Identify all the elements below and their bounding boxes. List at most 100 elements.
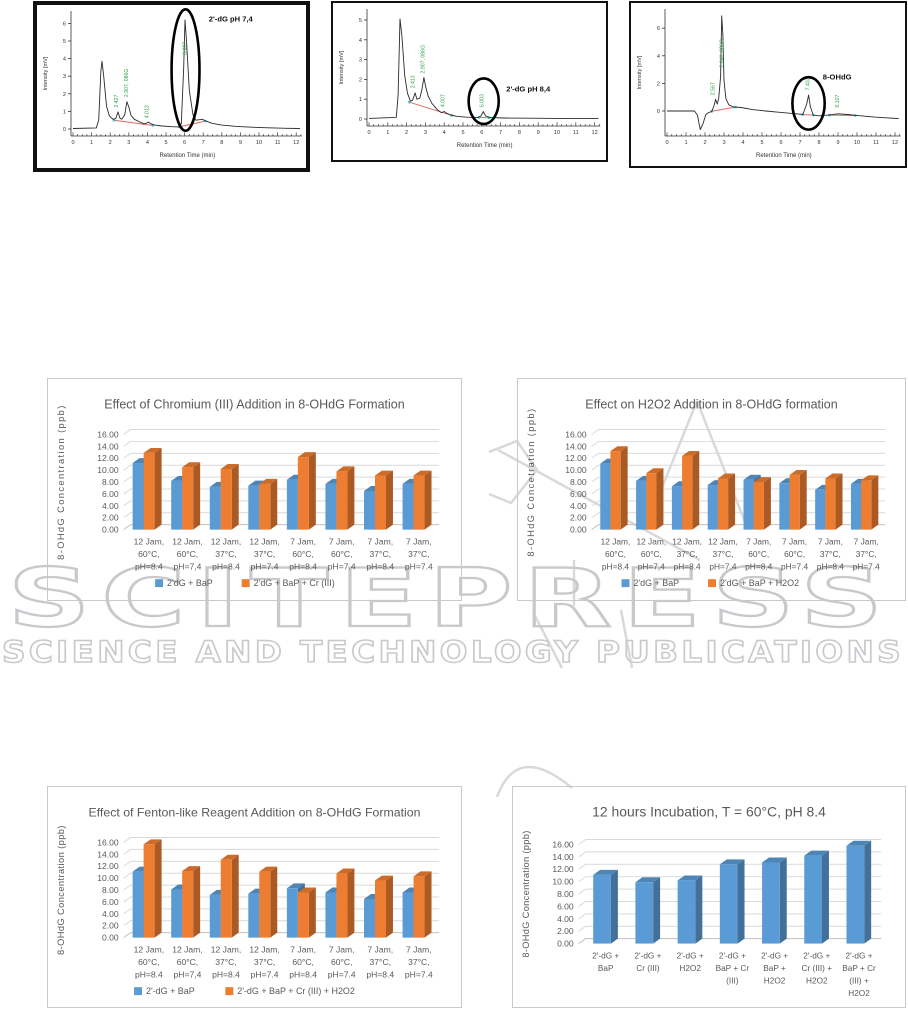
bar-side-face xyxy=(864,840,872,944)
bar xyxy=(209,894,221,938)
bar-top-face xyxy=(336,868,355,874)
x-tick-label: 4 xyxy=(741,140,744,146)
x-category-label: BaP + Cr xyxy=(716,964,750,973)
x-category-label: H2O2 xyxy=(679,964,701,973)
x-category-label: Cr (III) + xyxy=(802,964,833,973)
x-tick-label: 10 xyxy=(256,140,262,146)
bar-side-face xyxy=(193,462,201,530)
y-tick-label: 4.00 xyxy=(102,501,119,511)
bar-top-face xyxy=(719,859,745,865)
y-axis-title: 8-OHdG Concentration (ppb) xyxy=(521,830,531,957)
legend-label: 2'dG + BaP + H2O2 xyxy=(720,578,799,588)
x-category-label: 12 Jam, xyxy=(708,537,738,547)
bar-side-face xyxy=(821,850,829,944)
x-category-label: pH=8.4 xyxy=(817,561,845,571)
y-axis-title: 8-OHdG Concentration (ppb) xyxy=(56,404,66,560)
bar-top-face xyxy=(336,466,355,472)
bar xyxy=(636,480,647,530)
bar xyxy=(182,871,194,938)
x-category-label: 7 Jam, xyxy=(329,945,355,955)
chart-12h-incubation: 12 hours Incubation, T = 60°C, pH 8.4 0.0… xyxy=(512,786,906,1008)
chromatogram-panel-8ohdg: 0 2 4 6 0 1 2 3 4 5 6 7 8 9 10 11 12 Retention Time (min)… xyxy=(629,1,907,168)
legend-swatch xyxy=(621,579,630,588)
y-tick-label: 2 xyxy=(63,92,66,98)
y-tick-label: 2 xyxy=(657,81,660,87)
x-category-label: H2O2 xyxy=(764,976,786,985)
y-tick-label: 3 xyxy=(63,74,66,80)
x-tick-label: 5 xyxy=(760,140,763,146)
chart-chromium-addition: Effect of Chromium (III) Addition in 8-O… xyxy=(47,378,462,601)
watermark-brand-text: SCITEPRESS xyxy=(8,552,894,645)
gridline xyxy=(123,872,440,879)
peak-retention-label: 2.907, 086G xyxy=(124,69,130,98)
x-category-label: 37°C, xyxy=(215,549,236,559)
watermark-subtitle-text: SCIENCE AND TECHNOLOGY PUBLICATIONS xyxy=(2,635,904,669)
x-tick-label: 2 xyxy=(405,130,408,136)
x-tick-label: 12 xyxy=(892,140,898,146)
bar xyxy=(364,898,375,938)
x-tick-label: 0 xyxy=(71,140,74,146)
bar-top-face xyxy=(610,446,628,452)
bar xyxy=(325,892,337,938)
x-tick-label: 10 xyxy=(554,130,560,136)
peak-retention-label: 2.640, 086G xyxy=(720,39,726,68)
bar-top-face xyxy=(753,477,771,483)
legend-label: 2'dG + BaP xyxy=(167,578,213,588)
y-tick-label: 0 xyxy=(359,117,362,123)
bar xyxy=(132,871,144,938)
bar-side-face xyxy=(779,857,787,944)
x-tick-label: 11 xyxy=(573,130,579,136)
peak-retention-label: 4.013 xyxy=(144,105,150,118)
legend-swatch xyxy=(134,987,143,996)
y-tick-label: 6 xyxy=(657,26,660,32)
x-category-label: pH=8.4 xyxy=(135,561,163,571)
bar-side-face xyxy=(308,887,316,938)
bar-side-face xyxy=(193,866,201,938)
x-tick-label: 1 xyxy=(684,140,687,146)
x-category-label: 7 Jam, xyxy=(406,537,432,547)
chart-fenton-addition: Effect of Fenton-like Reagent Addition o… xyxy=(47,786,462,1008)
x-category-label: 7 Jam, xyxy=(290,537,316,547)
x-category-label: 12 Jam, xyxy=(172,945,202,955)
bar-side-face xyxy=(653,877,661,944)
x-tick-label: 1 xyxy=(90,140,93,146)
x-tick-label: 5 xyxy=(164,140,167,146)
x-category-label: pH=7.4 xyxy=(781,561,809,571)
y-tick-label: 0 xyxy=(63,127,66,133)
bar xyxy=(646,473,657,530)
bar xyxy=(789,474,800,530)
x-category-label: 2'-dG + xyxy=(592,951,619,960)
x-category-label: BaP + Cr xyxy=(842,964,876,973)
x-category-label: 37°C, xyxy=(820,549,841,559)
x-category-label: 12 Jam, xyxy=(601,537,631,547)
peak-retention-label: 4.007 xyxy=(441,94,447,107)
x-tick-label: 8 xyxy=(518,130,521,136)
x-tick-label: 3 xyxy=(127,140,130,146)
x-category-label: 7 Jam, xyxy=(746,537,771,547)
x-tick-label: 7 xyxy=(202,140,205,146)
bar xyxy=(719,864,738,944)
gridline xyxy=(578,851,882,858)
x-category-label: 60°C, xyxy=(177,957,198,967)
y-tick-label: 4 xyxy=(63,57,66,63)
y-axis-title: Intensity [mV] xyxy=(637,55,643,89)
chart-title: Effect of Chromium (III) Addition in 8-O… xyxy=(104,398,405,412)
bar-top-face xyxy=(297,887,316,893)
x-category-label: pH=8.4 xyxy=(289,561,317,571)
x-tick-label: 1 xyxy=(386,130,389,136)
bar xyxy=(132,463,144,530)
y-tick-label: 2 xyxy=(359,77,362,83)
y-tick-label: 10.00 xyxy=(552,877,574,887)
peak-annotation: 8-OHdG xyxy=(823,72,852,81)
y-tick-label: 12.00 xyxy=(97,861,119,871)
y-tick-label: 6.00 xyxy=(102,489,119,499)
x-tick-label: 0 xyxy=(367,130,370,136)
bar xyxy=(248,893,260,938)
y-tick-label: 14.00 xyxy=(552,852,574,862)
chart-h2o2-addition: Effect on H2O2 Addition in 8-OHdG format… xyxy=(517,378,906,601)
bar-top-face xyxy=(593,869,618,875)
y-tick-label: 14.00 xyxy=(97,441,119,451)
x-category-label: 7 Jam, xyxy=(367,945,393,955)
x-category-label: 12 Jam, xyxy=(172,537,202,547)
chart-title: Effect on H2O2 Addition in 8-OHdG format… xyxy=(585,398,838,412)
